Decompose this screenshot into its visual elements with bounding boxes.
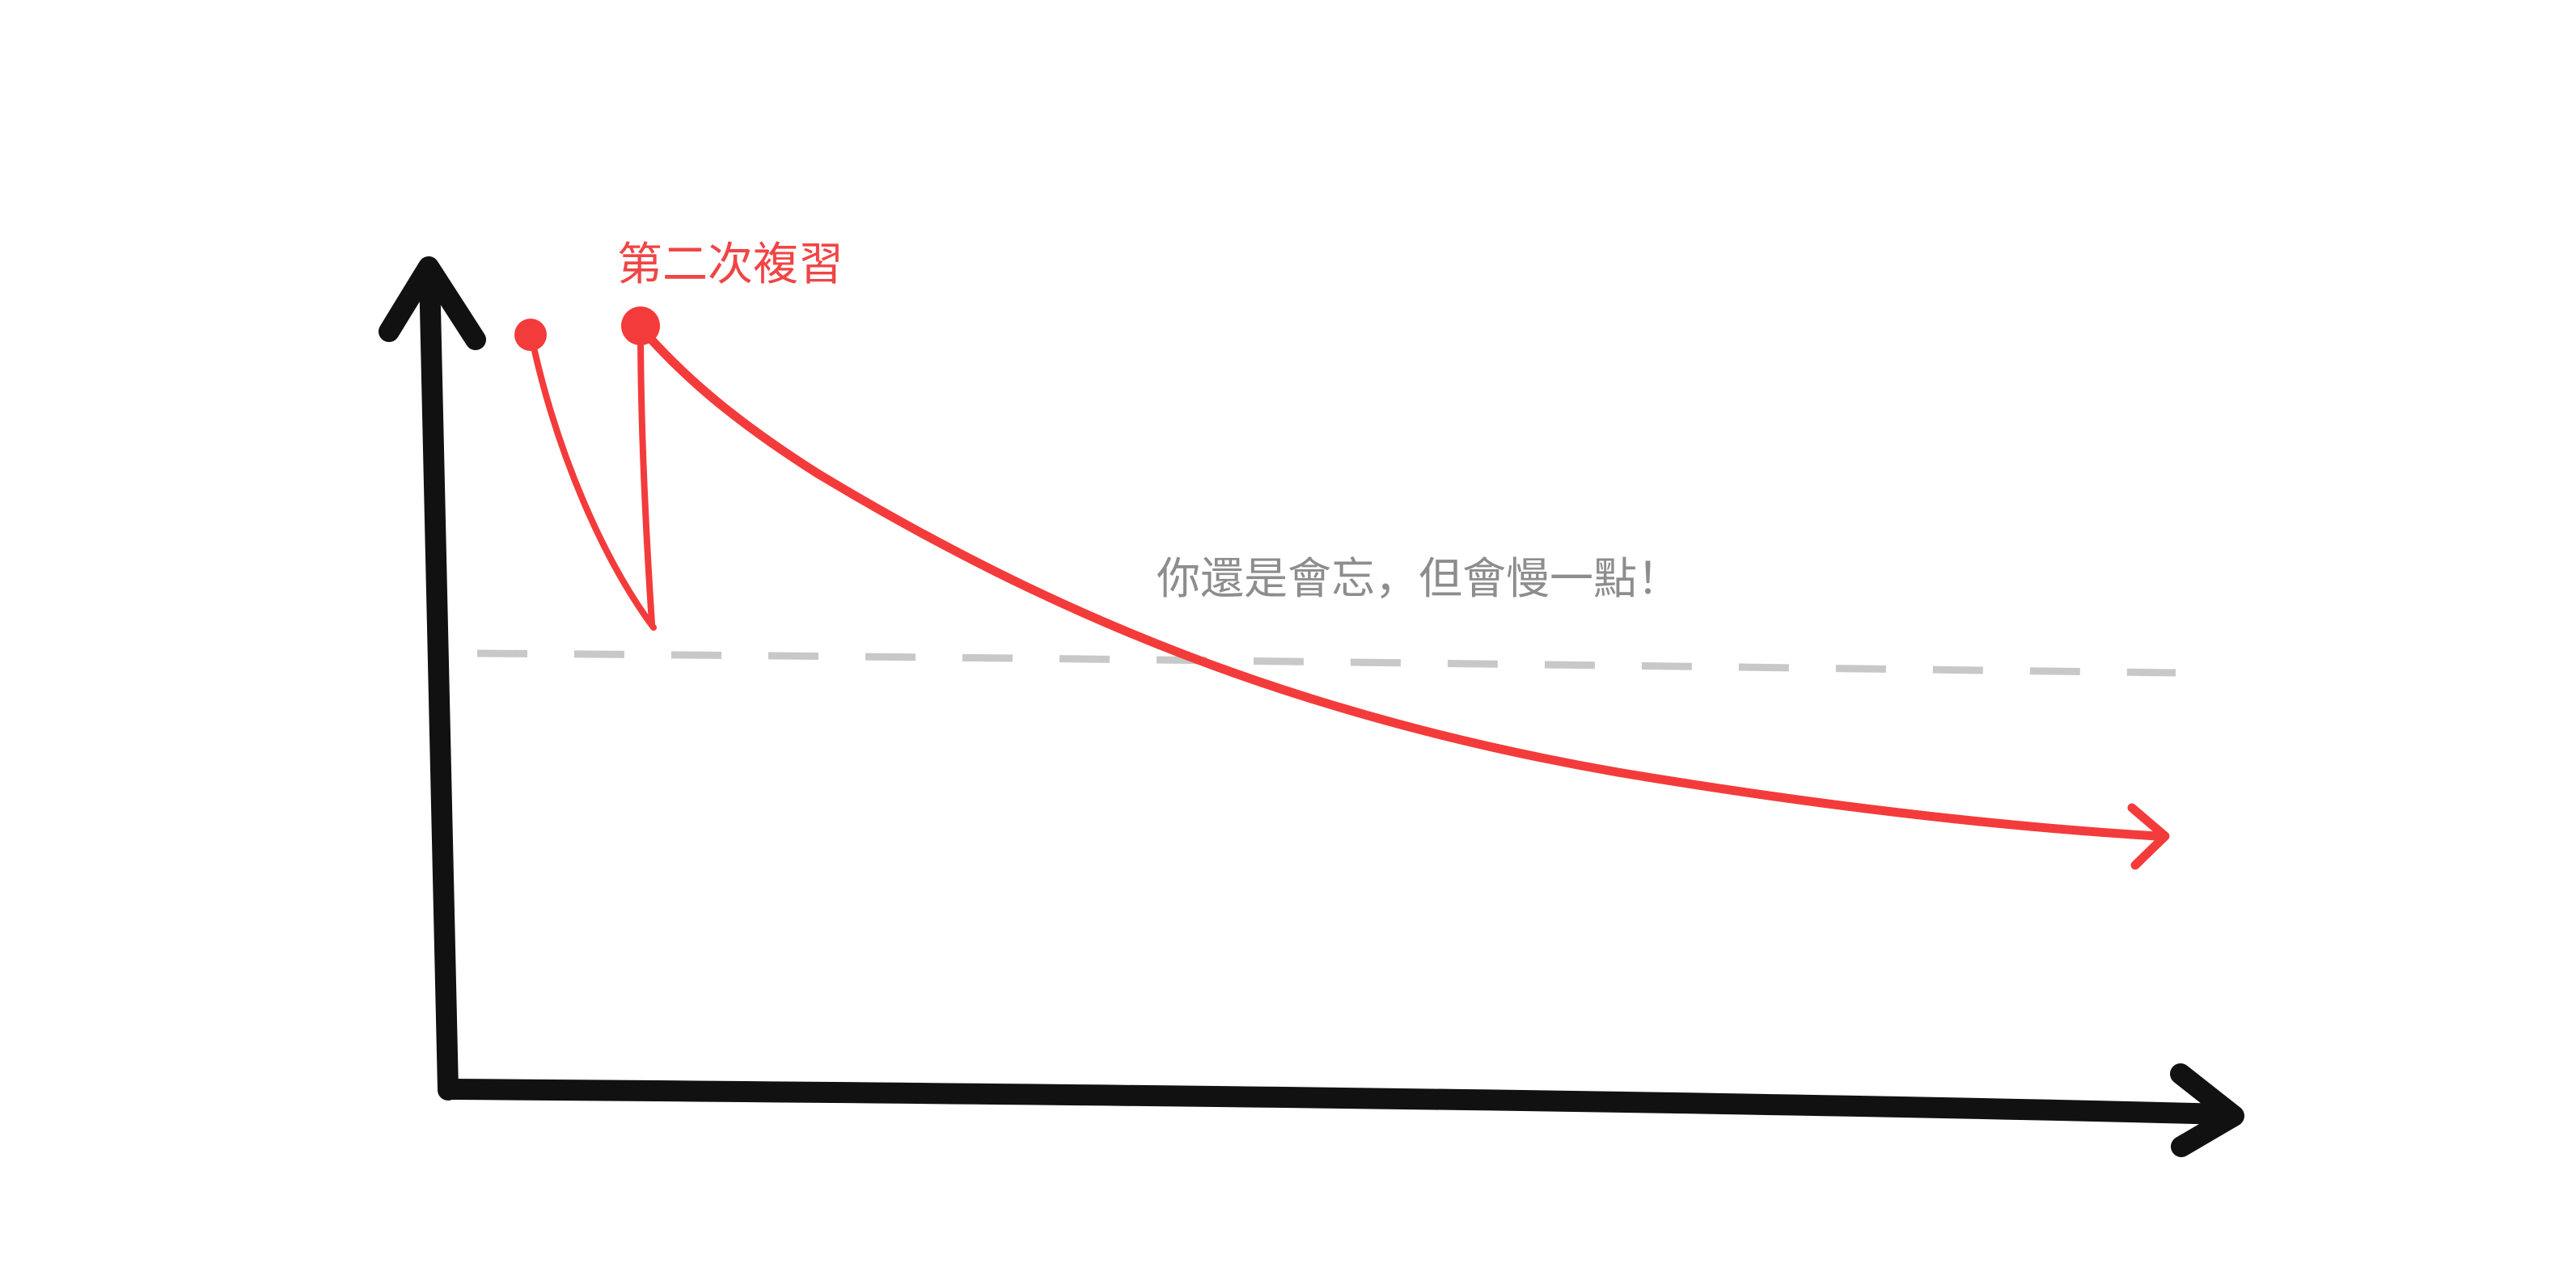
x-axis-arrowhead: [2170, 1063, 2244, 1157]
review-reset-line: [637, 323, 655, 627]
y-axis-arrowhead: [379, 256, 486, 350]
retention-threshold-dashed-line: [476, 649, 2176, 677]
guide-line-group: [476, 649, 2176, 677]
y-axis-line: [419, 261, 459, 1101]
first-forgetting-curve: [531, 348, 657, 631]
x-axis-line: [440, 1079, 2239, 1125]
review-label: 第二次複習: [617, 239, 844, 291]
curve-arrowhead: [2127, 803, 2170, 870]
second-forgetting-curve: [636, 323, 2162, 841]
slower-forgetting-note: 你還是會忘，但會慢一點！: [1157, 553, 1681, 604]
axes-group: [379, 256, 2244, 1157]
annotation-group: 第二次複習 你還是會忘，但會慢一點！: [617, 239, 1681, 604]
first-learning-point: [514, 319, 547, 351]
forgetting-curve-group: [514, 306, 2170, 870]
